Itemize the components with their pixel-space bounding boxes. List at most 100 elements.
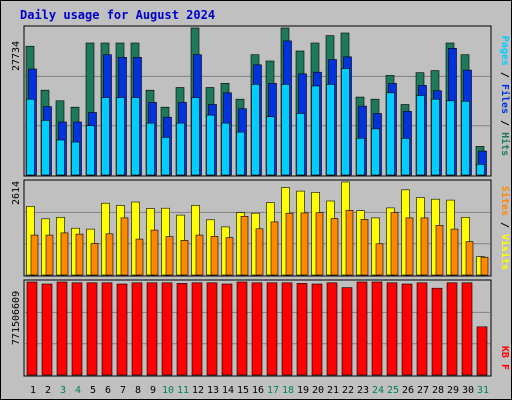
bar-pages-22 bbox=[341, 68, 350, 176]
x-tick-20: 20 bbox=[312, 385, 324, 396]
x-tick-29: 29 bbox=[447, 385, 459, 396]
legend-middle: Sites / Visits bbox=[499, 186, 511, 270]
bar-kb-f-30 bbox=[461, 282, 473, 376]
bar-kb-f-15 bbox=[236, 281, 248, 376]
x-tick-17: 17 bbox=[267, 385, 279, 396]
x-tick-7: 7 bbox=[120, 385, 126, 396]
bar-kb-f-3 bbox=[56, 281, 68, 376]
bar-sites-20 bbox=[315, 212, 324, 276]
bars-bottom bbox=[26, 281, 488, 376]
bar-pages-6 bbox=[101, 97, 110, 176]
x-tick-22: 22 bbox=[342, 385, 354, 396]
bar-visits-8 bbox=[131, 201, 140, 276]
x-tick-5: 5 bbox=[90, 385, 96, 396]
bar-pages-9 bbox=[146, 122, 155, 176]
bar-sites-31 bbox=[480, 256, 489, 276]
bar-kb-f-7 bbox=[116, 283, 128, 376]
bar-kb-f-1 bbox=[26, 281, 38, 376]
svg-text:KB F: KB F bbox=[499, 346, 510, 370]
x-tick-16: 16 bbox=[252, 385, 264, 396]
legend-files: Files bbox=[499, 84, 511, 114]
x-tick-9: 9 bbox=[150, 385, 156, 396]
bar-kb-f-24 bbox=[371, 281, 383, 376]
bar-kb-f-27 bbox=[416, 282, 428, 376]
ymax-label-top: 27734 bbox=[11, 41, 22, 71]
x-tick-18: 18 bbox=[282, 385, 294, 396]
bar-sites-28 bbox=[435, 225, 444, 276]
x-tick-31: 31 bbox=[477, 385, 489, 396]
bar-sites-24 bbox=[375, 243, 384, 276]
bar-pages-4 bbox=[71, 141, 80, 176]
x-tick-19: 19 bbox=[297, 385, 309, 396]
bar-sites-26 bbox=[405, 217, 414, 276]
bar-kb-f-21 bbox=[326, 282, 338, 376]
bar-pages-11 bbox=[176, 122, 185, 176]
x-tick-4: 4 bbox=[75, 385, 81, 396]
legend-sites: Sites bbox=[499, 186, 511, 216]
bar-pages-20 bbox=[311, 85, 320, 176]
bar-sites-4 bbox=[75, 233, 84, 276]
bar-sites-12 bbox=[195, 234, 204, 276]
bar-kb-f-25 bbox=[386, 282, 398, 376]
bar-pages-8 bbox=[131, 97, 140, 176]
bar-pages-28 bbox=[431, 98, 440, 176]
bar-pages-26 bbox=[401, 138, 410, 176]
bar-kb-f-22 bbox=[341, 287, 353, 376]
bar-sites-29 bbox=[450, 228, 459, 276]
x-tick-21: 21 bbox=[327, 385, 339, 396]
bar-sites-21 bbox=[330, 218, 339, 276]
bar-pages-5 bbox=[86, 125, 95, 176]
legend-separator: / bbox=[499, 66, 510, 84]
bar-pages-29 bbox=[446, 100, 455, 176]
bar-kb-f-16 bbox=[251, 282, 263, 376]
svg-text:Pages / Files / Hits: Pages / Files / Hits bbox=[499, 36, 511, 156]
bar-pages-24 bbox=[371, 128, 380, 176]
bar-kb-f-14 bbox=[221, 283, 233, 376]
legend-bottom: KB F bbox=[499, 346, 510, 370]
legend-kb-f: KB F bbox=[499, 346, 510, 370]
bar-kb-f-8 bbox=[131, 282, 143, 376]
x-axis-ticks: 1 2 3 4 5 6 7 8 9 10 11 12 13 14 15 16 17 18 19 20 21 22 23 24 2… bbox=[30, 385, 489, 396]
bar-kb-f-4 bbox=[71, 282, 83, 376]
bar-pages-17 bbox=[266, 116, 275, 176]
bar-kb-f-11 bbox=[176, 283, 188, 376]
x-tick-1: 1 bbox=[30, 385, 36, 396]
x-tick-10: 10 bbox=[162, 385, 174, 396]
bar-sites-16 bbox=[255, 228, 264, 276]
bar-kb-f-13 bbox=[206, 282, 218, 376]
bar-pages-30 bbox=[461, 101, 470, 176]
bar-pages-16 bbox=[251, 84, 260, 176]
bar-kb-f-10 bbox=[161, 282, 173, 376]
bar-sites-17 bbox=[270, 221, 279, 276]
legend-separator: / bbox=[499, 216, 510, 234]
bar-kb-f-5 bbox=[86, 282, 98, 376]
bar-sites-1 bbox=[30, 234, 39, 276]
chart-title: Daily usage for August 2024 bbox=[20, 8, 215, 22]
bar-kb-f-12 bbox=[191, 282, 203, 376]
bar-sites-25 bbox=[390, 212, 399, 276]
ymax-label-middle: 2614 bbox=[11, 181, 22, 205]
bar-kb-f-31 bbox=[476, 326, 488, 376]
bar-pages-2 bbox=[41, 120, 50, 176]
x-tick-3: 3 bbox=[60, 385, 66, 396]
bars-top bbox=[25, 27, 487, 176]
bar-sites-10 bbox=[165, 236, 174, 276]
bar-pages-31 bbox=[476, 164, 485, 176]
x-tick-13: 13 bbox=[207, 385, 219, 396]
bar-pages-14 bbox=[221, 122, 230, 176]
x-tick-28: 28 bbox=[432, 385, 444, 396]
bar-pages-12 bbox=[191, 97, 200, 176]
x-tick-26: 26 bbox=[402, 385, 414, 396]
bar-sites-14 bbox=[225, 237, 234, 276]
x-tick-24: 24 bbox=[372, 385, 384, 396]
legend-separator: / bbox=[499, 114, 510, 132]
bar-kb-f-23 bbox=[356, 281, 368, 376]
bar-sites-18 bbox=[285, 212, 294, 276]
bar-kb-f-17 bbox=[266, 282, 278, 376]
bar-sites-2 bbox=[45, 234, 54, 276]
svg-text:Sites / Visits: Sites / Visits bbox=[499, 186, 511, 270]
x-tick-8: 8 bbox=[135, 385, 141, 396]
bar-sites-3 bbox=[60, 232, 69, 276]
bar-kb-f-26 bbox=[401, 283, 413, 376]
